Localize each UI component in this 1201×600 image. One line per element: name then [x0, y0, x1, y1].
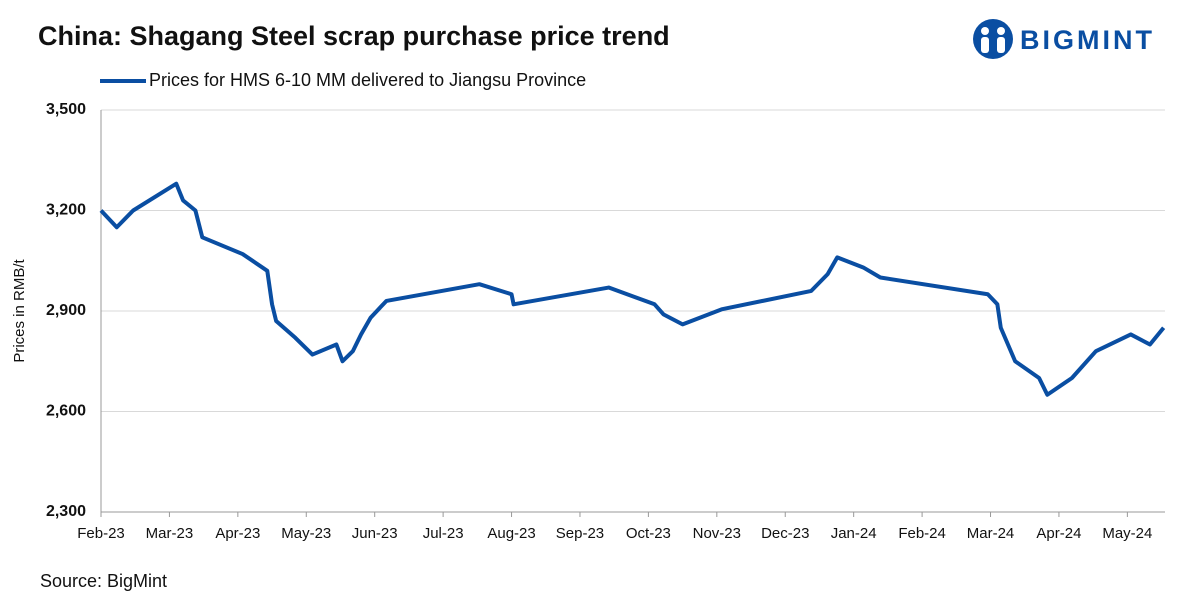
x-tick-label: Apr-23: [215, 525, 260, 542]
y-tick-label: 3,200: [46, 202, 86, 219]
source: Source: BigMint: [40, 571, 167, 591]
chart-title: China: Shagang Steel scrap purchase pric…: [38, 21, 670, 51]
x-tick-label: May-23: [281, 525, 331, 542]
x-tick-label: Mar-24: [967, 525, 1015, 542]
logo-text: BIGMINT: [1020, 25, 1155, 55]
x-tick-label: Aug-23: [487, 525, 535, 542]
y-tick-label: 2,900: [46, 302, 86, 319]
y-tick-label: 2,300: [46, 503, 86, 520]
x-tick-label: Nov-23: [693, 525, 741, 542]
y-tick-label: 3,500: [46, 101, 86, 118]
logo-icon: [981, 27, 989, 35]
x-tick-label: Apr-24: [1036, 525, 1081, 542]
logo-icon: [997, 27, 1005, 35]
series-line: [99, 181, 1166, 397]
x-tick-label: Sep-23: [556, 525, 604, 542]
x-tick-label: Mar-23: [146, 525, 194, 542]
x-tick-label: Feb-23: [77, 525, 125, 542]
logo-icon: [973, 19, 1013, 59]
x-tick-label: Feb-24: [898, 525, 946, 542]
x-tick-label: Jan-24: [831, 525, 877, 542]
x-tick-label: Jul-23: [423, 525, 464, 542]
legend-label: Prices for HMS 6-10 MM delivered to Jian…: [149, 70, 586, 90]
y-tick-label: 2,600: [46, 403, 86, 420]
x-tick-label: Oct-23: [626, 525, 671, 542]
x-tick-label: May-24: [1102, 525, 1152, 542]
logo-icon: [997, 37, 1005, 53]
logo-icon: [981, 37, 989, 53]
y-axis-label: Prices in RMB/t: [11, 258, 28, 362]
logo: BIGMINT: [973, 19, 1155, 59]
x-tick-label: Dec-23: [761, 525, 809, 542]
x-tick-label: Jun-23: [352, 525, 398, 542]
